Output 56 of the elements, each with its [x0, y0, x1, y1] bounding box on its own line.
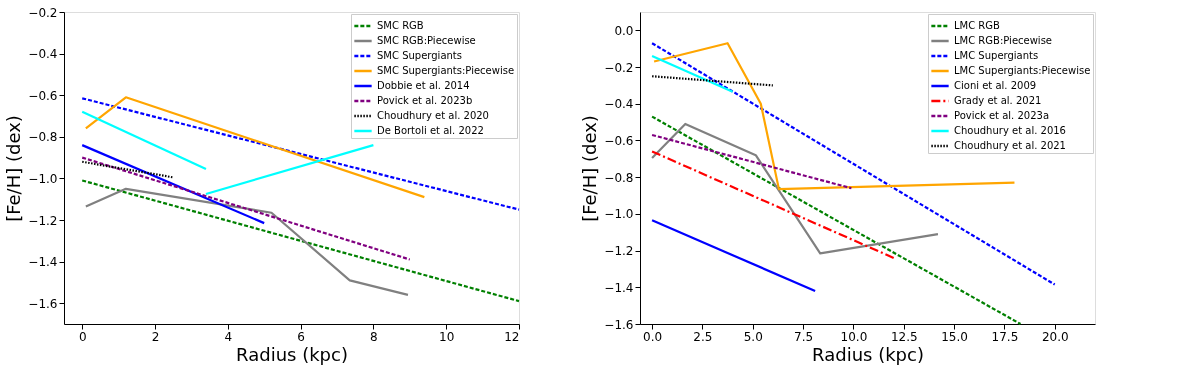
x-tick-label: 0.0 [643, 329, 663, 344]
x-tick-label: 12 [504, 329, 520, 344]
x-tick-label: 4 [224, 329, 233, 344]
y-tick-label: −1.4 [28, 255, 58, 270]
y-tick-label: −0.8 [28, 130, 58, 145]
legend-label: Dobbie et al. 2014 [377, 80, 470, 91]
legend-label: SMC Supergiants [377, 50, 462, 61]
line-series [650, 122, 940, 255]
x-tick-label: 12.5 [890, 329, 918, 344]
x-tick-label: 5.0 [743, 329, 763, 344]
y-tick-label: −0.8 [604, 170, 634, 185]
legend-label: SMC Supergiants:Piecewise [377, 65, 515, 76]
y-tick-label: −1.4 [604, 280, 634, 295]
legend-label: LMC Supergiants:Piecewise [954, 65, 1091, 76]
x-tick-label: 10.0 [840, 329, 868, 344]
y-tick-label: −1.6 [604, 317, 634, 332]
legend-label: SMC RGB:Piecewise [377, 35, 476, 46]
y-tick-label: −0.2 [604, 60, 634, 75]
x-tick-label: 6 [297, 329, 305, 344]
y-tick-label: −0.4 [28, 47, 58, 62]
y-tick-label: −1.2 [604, 244, 634, 259]
x-axis-title: Radius (kpc) [812, 343, 924, 365]
legend-label: Choudhury et al. 2021 [954, 140, 1066, 151]
y-tick-label: −0.4 [604, 97, 634, 112]
legend-label: Grady et al. 2021 [954, 95, 1042, 106]
legend-label: Choudhury et al. 2016 [954, 125, 1066, 136]
x-tick-label: 2 [151, 329, 160, 344]
x-axis-title: Radius (kpc) [236, 343, 348, 365]
y-axis-title: [Fe/H] (dex) [3, 115, 25, 222]
y-tick-label: −0.6 [28, 88, 58, 103]
x-tick-label: 0 [78, 329, 87, 344]
x-tick-label: 7.5 [794, 329, 814, 344]
legend-label: Povick et al. 2023a [954, 110, 1050, 121]
x-tick-label: 15.0 [941, 329, 968, 344]
line-series [84, 187, 410, 296]
x-tick-label: 2.5 [693, 329, 713, 344]
x-tick-label: 8 [370, 329, 378, 344]
y-tick-label: −1.0 [28, 171, 58, 186]
legend-label: Choudhury et al. 2020 [377, 110, 489, 121]
legend-label: De Bortoli et al. 2022 [377, 125, 484, 136]
y-tick-label: 0.0 [614, 23, 634, 38]
y-tick-label: −1.0 [604, 207, 634, 222]
legend-label: LMC RGB:Piecewise [954, 35, 1052, 46]
legend-label: SMC RGB [377, 20, 424, 31]
legend-label: LMC Supergiants [954, 50, 1039, 61]
y-axis-title: [Fe/H] (dex) [579, 115, 601, 222]
x-tick-label: 20.0 [1041, 329, 1069, 344]
legend-label: Povick et al. 2023b [377, 95, 473, 106]
x-tick-label: 10 [439, 329, 455, 344]
y-tick-label: −1.2 [28, 213, 58, 228]
y-tick-label: −0.2 [28, 5, 58, 20]
legend-label: LMC RGB [954, 20, 1001, 31]
x-tick-label: 17.5 [991, 329, 1019, 344]
y-tick-label: −0.6 [604, 133, 634, 148]
y-tick-label: −1.6 [28, 296, 58, 311]
legend-label: Cioni et al. 2009 [954, 80, 1037, 91]
